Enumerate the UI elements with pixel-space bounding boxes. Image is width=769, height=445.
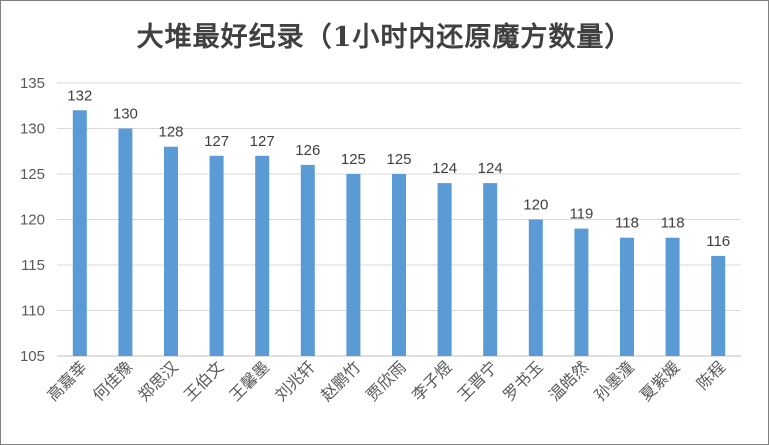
bar bbox=[164, 146, 178, 356]
bar bbox=[711, 255, 726, 356]
bar bbox=[483, 183, 498, 356]
category-label: 王伯文 bbox=[180, 357, 227, 404]
category-label: 温皓然 bbox=[545, 357, 592, 404]
data-label: 124 bbox=[478, 160, 503, 177]
bar bbox=[392, 174, 406, 356]
category-label: 王晋宁 bbox=[454, 357, 501, 404]
y-axis-ticks: 105 110 115 120 125 130 135 bbox=[20, 75, 45, 365]
category-label: 何佳豫 bbox=[89, 357, 136, 404]
y-tick-label: 135 bbox=[20, 75, 45, 92]
data-labels: 132 130 128 127 127 126 125 125 124 124 120 119 118 1… bbox=[67, 87, 730, 250]
data-label: 120 bbox=[523, 197, 548, 214]
bar bbox=[255, 155, 270, 356]
bar bbox=[620, 237, 634, 356]
y-tick-label: 105 bbox=[20, 348, 45, 365]
bar bbox=[665, 237, 680, 356]
category-label: 李子煜 bbox=[408, 357, 455, 404]
data-label: 125 bbox=[341, 151, 366, 168]
category-label: 王馨墨 bbox=[226, 357, 273, 404]
y-tick-label: 110 bbox=[21, 303, 45, 320]
y-tick-label: 130 bbox=[20, 121, 45, 138]
data-label: 119 bbox=[569, 206, 593, 223]
data-label: 118 bbox=[615, 215, 639, 232]
category-label: 夏紫媛 bbox=[636, 357, 683, 404]
bar bbox=[300, 164, 315, 356]
category-label: 罗书玉 bbox=[499, 357, 546, 404]
chart-title: 大堆最好纪录（1小时内还原魔方数量） bbox=[136, 22, 633, 53]
data-label: 124 bbox=[432, 160, 457, 177]
y-tick-label: 125 bbox=[20, 166, 45, 183]
category-label: 高嘉莘 bbox=[43, 357, 90, 404]
data-label: 126 bbox=[295, 142, 320, 159]
category-label: 郑思汉 bbox=[134, 357, 181, 404]
category-label: 刘兆轩 bbox=[271, 357, 318, 404]
category-label: 孙墨潼 bbox=[590, 357, 637, 404]
bar bbox=[118, 128, 133, 356]
data-label: 128 bbox=[158, 124, 183, 141]
bar bbox=[72, 110, 87, 356]
bar bbox=[528, 219, 543, 356]
category-label: 贾欣雨 bbox=[362, 357, 409, 404]
data-label: 116 bbox=[706, 233, 730, 250]
x-axis-categories: 高嘉莘何佳豫郑思汉王伯文王馨墨刘兆轩赵鹏竹贾欣雨李子煜王晋宁罗书玉温皓然孙墨潼夏… bbox=[43, 357, 729, 404]
data-label: 127 bbox=[250, 133, 275, 150]
bar bbox=[437, 183, 452, 356]
data-label: 132 bbox=[67, 87, 92, 104]
data-label: 118 bbox=[661, 215, 685, 232]
bar bbox=[346, 174, 361, 356]
bars bbox=[72, 110, 726, 356]
category-label: 赵鹏竹 bbox=[317, 357, 364, 404]
data-label: 125 bbox=[386, 151, 411, 168]
y-tick-label: 115 bbox=[21, 257, 45, 274]
category-label: 陈程 bbox=[693, 357, 729, 393]
data-label: 127 bbox=[204, 133, 229, 150]
y-tick-label: 120 bbox=[20, 212, 45, 229]
data-label: 130 bbox=[113, 106, 138, 123]
bar bbox=[574, 228, 589, 356]
bar bbox=[209, 155, 224, 356]
